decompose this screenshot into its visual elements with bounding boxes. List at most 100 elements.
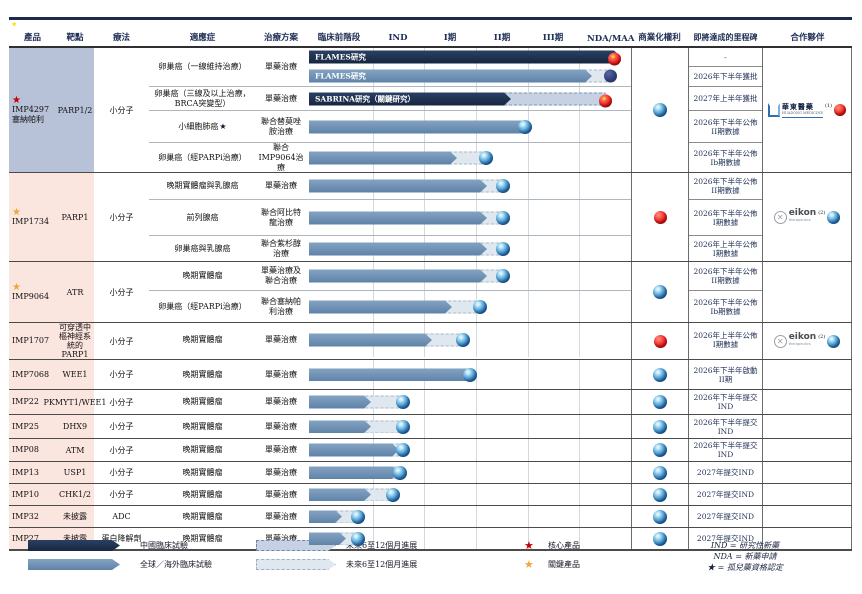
indication-name: 小細胞肺癌	[178, 121, 219, 131]
treatment-plan-cell: 單藥治療	[265, 93, 297, 103]
indication-row: 晚期實體瘤 單藥治療	[149, 323, 631, 357]
bar-row: FLAMES研究	[306, 66, 631, 86]
treatment-plan-cell: 聯合IMP9064治療	[258, 142, 304, 172]
target-cell: PKMYT1/WEE1	[44, 390, 106, 414]
product-group: IMP7068 WEE1 小分子 晚期實體瘤 單藥治療 2026年下半年啟動II期	[9, 359, 852, 389]
therapy-cell: 小分子	[109, 422, 134, 431]
legend-item-china-trial: 中國臨床試驗	[28, 540, 256, 551]
product-cell: IMP10	[9, 484, 56, 505]
treatment-plan-cell: 單藥治療	[265, 511, 297, 521]
indication-name: 晚期實體瘤	[182, 511, 223, 521]
indication-cell: 小細胞肺癌	[149, 111, 256, 142]
milestone-cell: 2027年提交IND	[696, 534, 755, 543]
key-product-star-icon	[12, 283, 21, 292]
timeline-cell	[306, 415, 631, 438]
product-name: IMP1707	[12, 336, 50, 345]
stage-nda-maa: NDA/MAA	[587, 34, 635, 44]
globe-icon	[518, 120, 532, 134]
globe-icon	[653, 443, 667, 457]
treatment-plan-cell: 聯合阿比特龍治療	[261, 207, 301, 227]
china-trial-bar-swatch	[28, 540, 120, 551]
timeline-cell: SABRINA研究（關鍵研究）	[306, 87, 631, 110]
therapy-cell: 小分子	[109, 468, 134, 477]
indication-cell: 晚期實體瘤	[149, 506, 256, 527]
indication-cell: 卵巢癌（經PARPi治療）	[149, 143, 256, 172]
globe-icon	[827, 210, 841, 224]
milestone-cell: 2026年下半年獲批	[689, 66, 762, 86]
globe-icon	[653, 509, 667, 524]
bar-row	[306, 528, 631, 549]
indication-row: 卵巢癌（經PARPi治療） 聯合塞納帕利治療	[149, 290, 631, 322]
legend-label: 未來6至12個月進展	[346, 541, 418, 550]
bar-row	[306, 200, 631, 236]
indications: 晚期實體瘤 單藥治療	[149, 323, 631, 359]
product-group: IMP9064 ATR 小分子 晚期實體瘤 單藥治療及聯合治療卵巢癌（經PARPi治療）…	[9, 261, 852, 322]
product-subname: 塞納帕利	[12, 114, 44, 124]
indication-cell: 晚期實體瘤	[149, 439, 256, 461]
stage-phase1: I期	[443, 33, 457, 43]
china-flag-icon	[599, 94, 612, 108]
stage-ind: IND	[388, 33, 408, 43]
bar-row	[306, 462, 631, 483]
milestones-column: 2026年下半年公佈II期數據 2026年下半年公佈I期數據 2026年上半年公佈I…	[688, 173, 763, 261]
global-trial-bar	[309, 243, 487, 256]
partner-cell	[763, 439, 852, 461]
timeline-cell	[306, 200, 631, 235]
indications: 晚期實體瘤 單藥治療	[149, 360, 631, 389]
global-trial-bar	[309, 121, 531, 134]
indication-name: 晚期實體瘤	[182, 335, 223, 344]
global-trial-bar	[309, 152, 457, 165]
global-trial-bar-swatch	[28, 559, 120, 570]
indication-row: 晚期實體瘤 單藥治療	[149, 390, 631, 414]
global-trial-bar	[309, 466, 399, 479]
product-group: IMP25 DHX9 小分子 晚期實體瘤 單藥治療 2026年下半年提交IND	[9, 414, 852, 438]
therapy-cell: 小分子	[109, 336, 134, 346]
globe-icon	[396, 419, 410, 434]
product-cell: IMP22	[9, 390, 56, 414]
treatment-plan-cell: 聯合替莫唑胺治療	[261, 116, 301, 136]
globe-icon	[653, 531, 667, 546]
milestone-cell: 2026年下半年公佈II期數據	[689, 110, 762, 142]
navy-dot-icon	[604, 69, 617, 83]
partner-name: eikon	[788, 332, 817, 342]
bar-row	[306, 143, 631, 173]
indication-row: 晚期實體瘤 單藥治療	[149, 484, 631, 505]
milestone-cell: 2027年提交IND	[696, 490, 755, 499]
commercial-rights-cell	[631, 506, 688, 527]
therapy-cell: 小分子	[109, 287, 134, 297]
commercial-rights-cell	[631, 323, 688, 359]
timeline-cell	[306, 291, 631, 322]
legend-label: 關鍵產品	[548, 560, 580, 569]
product-cell: IMP13	[9, 462, 56, 483]
indication-row: 卵巢癌（經PARPi治療） 聯合IMP9064治療	[149, 142, 631, 172]
milestones-column: 2026年下半年提交IND	[688, 439, 763, 461]
timeline-cell	[306, 528, 631, 549]
global-trial-bar	[309, 368, 476, 381]
treatment-plan-cell: 單藥治療	[265, 421, 297, 431]
legend-item-future-global: 未來6至12個月進展	[256, 559, 524, 570]
indication-row: 卵巢癌（三線及以上治療，BRCA突變型） 單藥治療 SABRINA研究（關鍵研究）	[149, 86, 631, 110]
treatment-plan-cell: 單藥治療	[265, 489, 297, 499]
globe-icon	[479, 151, 493, 165]
bar-row	[306, 291, 631, 323]
indications: 晚期實體瘤 單藥治療	[149, 484, 631, 505]
target-cell: WEE1	[56, 360, 94, 389]
milestone-cell: 2026年下半年公佈I期數據	[689, 199, 762, 235]
milestone-cell: 2026年下半年提交IND	[693, 393, 758, 411]
partner-cell	[763, 360, 852, 389]
col-header-milestone: 即將達成的里程碑	[693, 32, 758, 42]
globe-icon	[396, 443, 410, 457]
bar-row	[306, 111, 631, 143]
target-cell: USP1	[56, 462, 94, 483]
bar-row	[306, 360, 631, 389]
therapy-cell: 小分子	[109, 397, 134, 407]
globe-icon	[496, 211, 510, 225]
target-cell: PARP1	[56, 173, 94, 261]
milestones-column: 2026年上半年公佈I期數據	[688, 323, 763, 359]
indication-row: 卵巢癌（一線維持治療） 單藥治療 FLAMES研究 FLAMES研究	[149, 48, 631, 86]
product-name: IMP27	[12, 533, 39, 543]
partner-cell: 華東醫藥 HUADONG MEDICINE (1)	[763, 48, 852, 172]
treatment-plan-cell: 聯合塞納帕利治療	[261, 296, 301, 316]
